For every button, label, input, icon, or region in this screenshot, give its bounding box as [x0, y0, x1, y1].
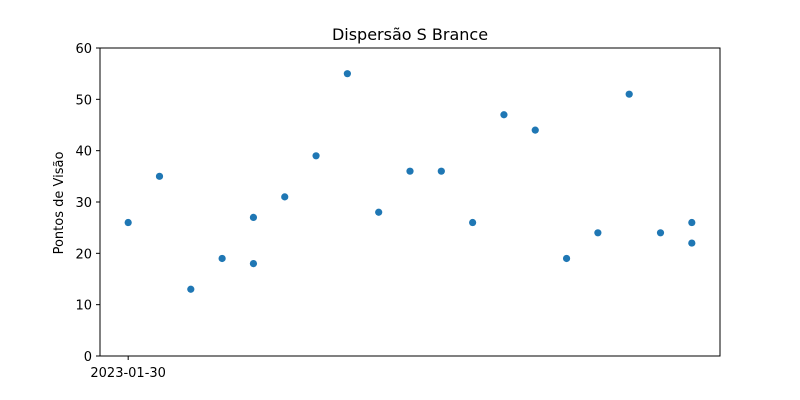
y-tick-label: 0 [84, 350, 92, 365]
y-tick-label: 60 [75, 42, 92, 57]
data-point [124, 218, 132, 227]
plot-frame [99, 47, 721, 357]
data-point [375, 208, 383, 216]
data-point [688, 218, 696, 227]
data-point [249, 213, 258, 221]
y-tick-label: 10 [75, 299, 92, 314]
y-tick-label: 20 [75, 247, 92, 262]
data-point [281, 193, 289, 201]
data-point [688, 239, 696, 247]
data-point [249, 260, 258, 268]
y-tick-label: 50 [75, 93, 92, 108]
y-axis-label: Pontos de Visão [52, 152, 67, 255]
data-point [343, 70, 351, 78]
data-point [594, 229, 602, 237]
chart-title: Dispersão S Brance [332, 25, 488, 44]
data-point [312, 152, 320, 160]
data-point [531, 126, 539, 134]
data-point [656, 229, 665, 237]
data-point [437, 167, 445, 175]
x-axis: 2023-01-30 [90, 356, 166, 381]
y-axis: 0 10 20 30 40 50 60 [75, 42, 100, 365]
data-point [469, 218, 477, 227]
data-point [500, 111, 508, 119]
data-point [155, 172, 164, 180]
data-point [187, 285, 195, 293]
y-tick-label: 40 [75, 145, 92, 160]
data-point [218, 254, 226, 263]
x-tick-label: 2023-01-30 [90, 366, 166, 381]
data-points [124, 70, 696, 293]
data-point [625, 90, 633, 98]
y-tick-label: 30 [75, 196, 92, 211]
data-point [562, 254, 571, 263]
data-point [406, 167, 414, 175]
